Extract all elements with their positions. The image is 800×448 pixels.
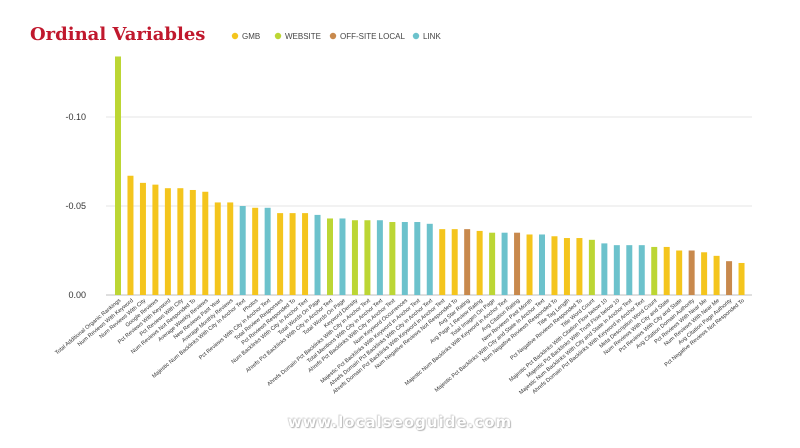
bar-8 <box>202 191 209 295</box>
bar-9 <box>214 202 221 295</box>
y-tick-label: -0.05 <box>65 201 86 211</box>
bar-19 <box>339 218 346 295</box>
bar-45 <box>663 246 670 295</box>
bar-42 <box>626 245 633 295</box>
bar-4 <box>152 184 159 295</box>
legend-swatch-gmb <box>231 32 239 40</box>
legend: GMB WEBSITE OFF-SITE LOCAL LINK <box>231 32 441 41</box>
legend-label-gmb: GMB <box>242 32 260 41</box>
bar-51 <box>738 262 745 295</box>
bar-7 <box>189 189 196 295</box>
legend-swatch-website <box>274 32 282 40</box>
bars <box>115 56 745 296</box>
y-axis: -0.10 -0.05 0.00 <box>65 112 86 300</box>
bar-3 <box>139 182 146 295</box>
bar-48 <box>701 252 708 295</box>
legend-swatch-offsite <box>329 32 337 40</box>
bar-28 <box>451 229 458 295</box>
chart-title: Ordinal Variables <box>30 24 205 45</box>
footer-url[interactable]: www.localseoguide.com <box>287 413 513 431</box>
bar-22 <box>376 220 383 295</box>
bar-39 <box>588 239 595 295</box>
bar-2 <box>127 175 134 295</box>
bar-33 <box>514 232 521 295</box>
bar-13 <box>264 207 271 295</box>
bar-36 <box>551 236 558 295</box>
bar-41 <box>613 245 620 295</box>
bar-21 <box>364 220 371 295</box>
bar-47 <box>688 250 695 295</box>
bar-50 <box>726 261 733 295</box>
bar-24 <box>401 222 408 295</box>
bar-34 <box>526 234 533 295</box>
y-tick-label: -0.10 <box>65 112 86 122</box>
bar-46 <box>676 250 683 295</box>
bar-18 <box>327 218 333 295</box>
bar-17 <box>314 214 321 295</box>
bar-44 <box>651 246 658 295</box>
y-tick-label: 0.00 <box>68 290 86 300</box>
bar-35 <box>539 234 545 295</box>
bar-37 <box>563 238 570 295</box>
bar-5 <box>164 188 171 295</box>
bar-20 <box>351 220 358 295</box>
bar-11 <box>239 206 246 295</box>
bar-38 <box>576 238 583 295</box>
bar-10 <box>227 202 234 295</box>
legend-label-website: WEBSITE <box>285 32 321 41</box>
bar-6 <box>177 188 184 295</box>
footer-band <box>0 405 800 448</box>
bar-43 <box>638 245 645 295</box>
bar-27 <box>439 229 446 295</box>
bar-23 <box>389 222 396 295</box>
legend-label-offsite: OFF-SITE LOCAL <box>340 32 405 41</box>
legend-label-link: LINK <box>423 32 441 41</box>
bar-16 <box>302 213 309 295</box>
bar-25 <box>414 222 421 295</box>
bar-32 <box>501 232 508 295</box>
bar-31 <box>489 232 496 295</box>
bar-15 <box>289 213 296 295</box>
bar-14 <box>277 213 284 295</box>
legend-swatch-link <box>412 32 420 40</box>
bar-30 <box>476 230 483 295</box>
bar-40 <box>601 243 608 295</box>
bar-12 <box>252 207 259 295</box>
bar-1 <box>115 56 121 296</box>
bar-29 <box>464 229 471 295</box>
bar-49 <box>713 255 720 295</box>
bar-26 <box>426 223 433 295</box>
